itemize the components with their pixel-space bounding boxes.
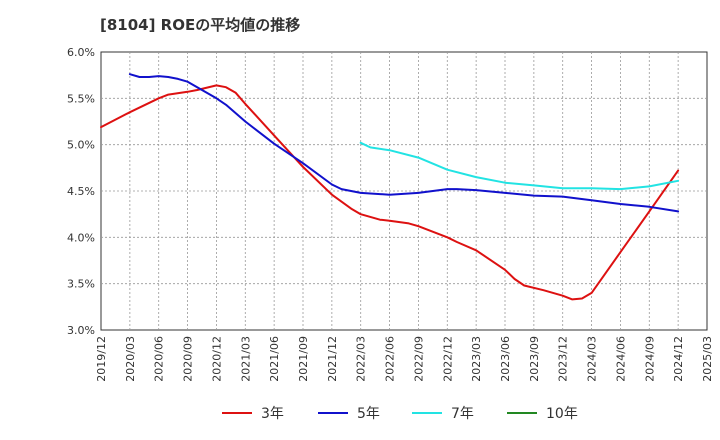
series-line-0 bbox=[100, 84, 680, 301]
x-tick-label: 2020/06 bbox=[153, 336, 166, 382]
chart-title: [8104] ROEの平均値の推移 bbox=[100, 16, 301, 34]
x-tick-label: 2020/12 bbox=[210, 336, 223, 382]
y-tick-label: 4.5% bbox=[67, 185, 95, 198]
x-tick-label: 2023/06 bbox=[499, 336, 512, 382]
series-line-1 bbox=[128, 73, 680, 213]
grid-lines bbox=[101, 52, 707, 330]
x-tick-label: 2022/09 bbox=[412, 336, 425, 382]
legend-label-3: 10年 bbox=[546, 406, 578, 422]
x-tick-label: 2021/06 bbox=[268, 336, 281, 382]
legend-label-1: 5年 bbox=[357, 406, 380, 422]
x-tick-label: 2022/12 bbox=[441, 336, 454, 382]
x-tick-label: 2021/03 bbox=[239, 336, 252, 382]
x-tick-label: 2020/09 bbox=[182, 336, 195, 382]
x-tick-label: 2020/03 bbox=[124, 336, 137, 382]
plot-area bbox=[100, 51, 708, 331]
y-tick-label: 6.0% bbox=[67, 46, 95, 59]
x-tick-label: 2024/12 bbox=[672, 336, 685, 382]
x-tick-label: 2024/06 bbox=[614, 336, 627, 382]
y-axis-ticks: 3.0% 3.5% 4.0% 4.5% 5.0% 5.5% 6.0% bbox=[67, 46, 95, 337]
x-tick-label: 2022/06 bbox=[384, 336, 397, 382]
x-axis-ticks: 2019/12 2020/03 2020/06 2020/09 2020/12 2021/… bbox=[95, 336, 714, 382]
y-tick-label: 5.0% bbox=[67, 139, 95, 152]
x-tick-label: 2021/12 bbox=[326, 336, 339, 382]
y-tick-label: 5.5% bbox=[67, 92, 95, 105]
x-tick-label: 2025/03 bbox=[701, 336, 714, 382]
y-tick-label: 4.0% bbox=[67, 231, 95, 244]
series-line-2 bbox=[359, 141, 680, 191]
x-tick-label: 2024/03 bbox=[586, 336, 599, 382]
legend-label-2: 7年 bbox=[451, 406, 474, 422]
y-tick-label: 3.5% bbox=[67, 278, 95, 291]
x-tick-label: 2023/09 bbox=[528, 336, 541, 382]
y-tick-label: 3.0% bbox=[67, 324, 95, 337]
series-lines bbox=[100, 73, 680, 301]
legend-label-0: 3年 bbox=[261, 406, 284, 422]
x-tick-label: 2023/12 bbox=[557, 336, 570, 382]
x-tick-label: 2021/09 bbox=[297, 336, 310, 382]
x-tick-label: 2024/09 bbox=[643, 336, 656, 382]
legend: 3年 5年 7年 10年 bbox=[222, 406, 578, 422]
x-tick-label: 2023/03 bbox=[470, 336, 483, 382]
x-tick-label: 2022/03 bbox=[355, 336, 368, 382]
x-tick-label: 2019/12 bbox=[95, 336, 108, 382]
